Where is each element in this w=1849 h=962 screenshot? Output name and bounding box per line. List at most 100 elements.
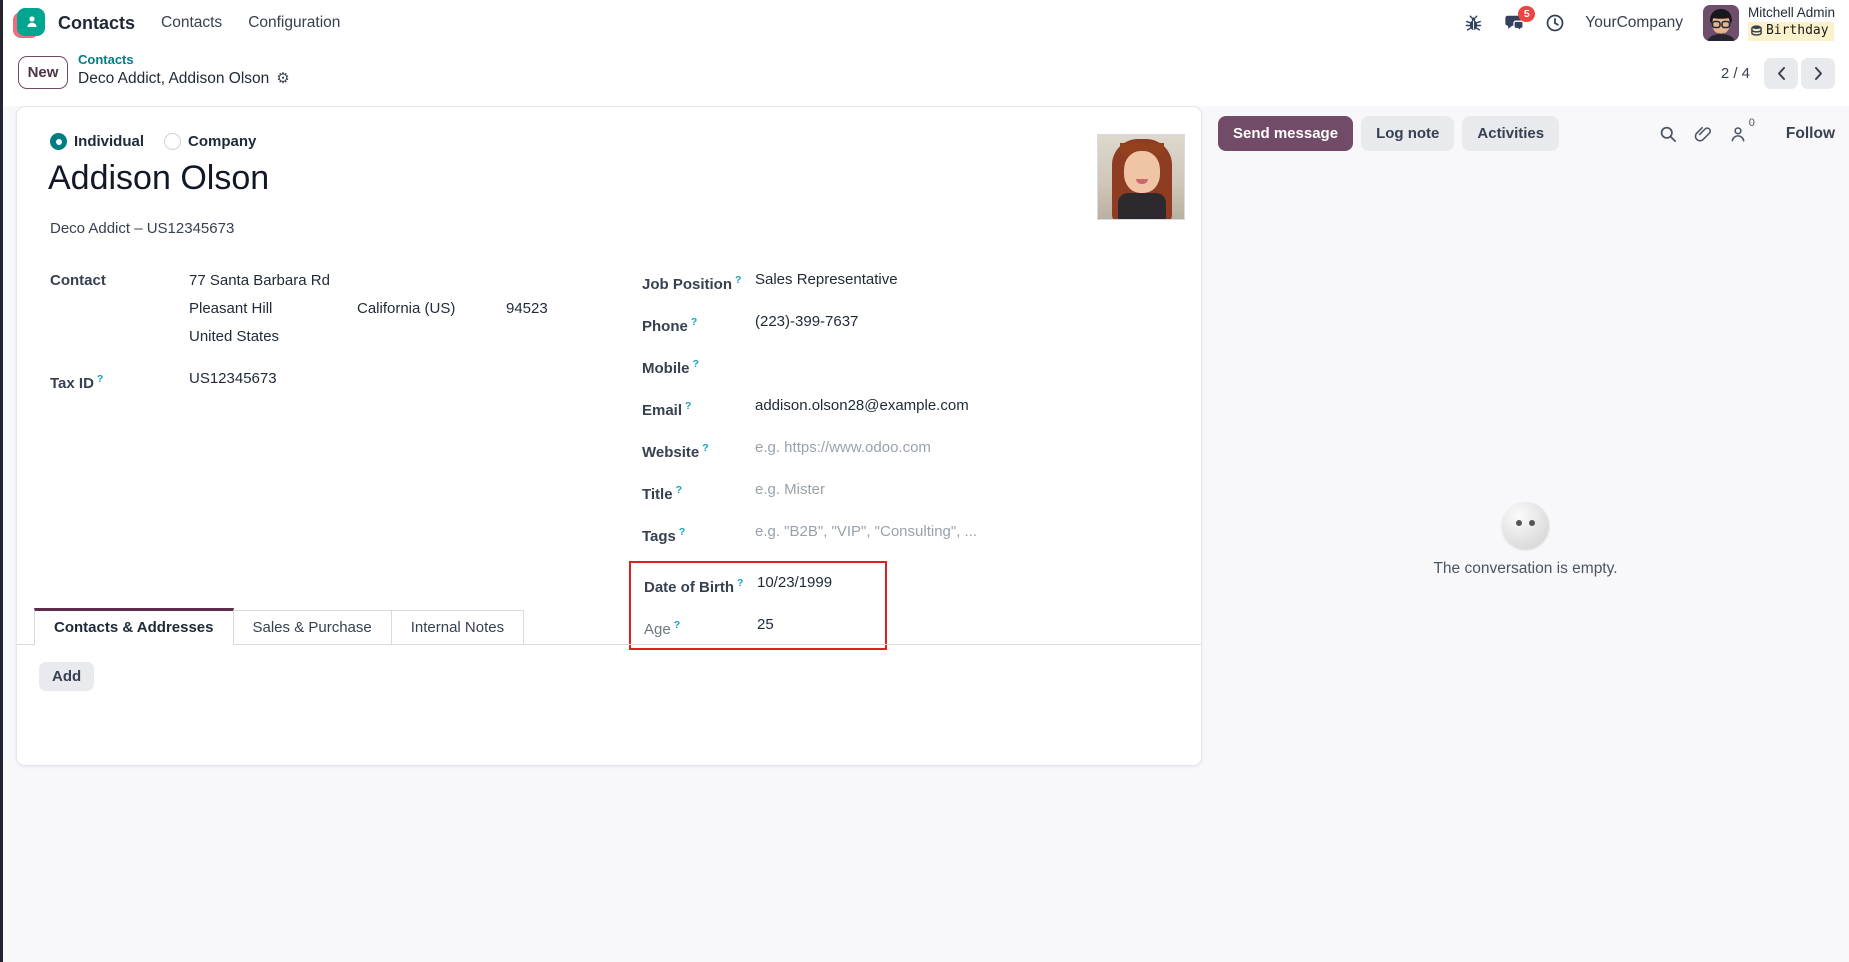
help-icon: ?: [702, 442, 709, 454]
avatar: [1702, 5, 1739, 41]
tab-sales-purchase[interactable]: Sales & Purchase: [232, 610, 392, 644]
company-type-selector: Individual Company: [50, 133, 256, 150]
highlight-annotation-box: Date of Birth? 10/23/1999 Age? 25: [629, 561, 887, 650]
control-panel: New Contacts Deco Addict, Addison Olson …: [0, 46, 1849, 106]
navbar: Contacts Contacts Configuration 5 YourCo…: [0, 0, 1849, 46]
contact-photo[interactable]: [1097, 134, 1185, 220]
add-button[interactable]: Add: [39, 662, 95, 691]
breadcrumb-contacts-link[interactable]: Contacts: [78, 52, 134, 67]
chatter-panel: Send message Log note Activities 0 Follo…: [1202, 106, 1849, 766]
address-country[interactable]: United States: [189, 328, 280, 345]
person-icon: [17, 8, 45, 36]
phone-value[interactable]: (223)-399-7637: [755, 313, 859, 330]
title-input-placeholder[interactable]: e.g. Mister: [755, 481, 826, 498]
contacts-app-icon[interactable]: [13, 8, 46, 38]
email-value[interactable]: addison.olson28@example.com: [755, 397, 969, 414]
debug-bug-icon[interactable]: [1464, 14, 1483, 33]
website-input-placeholder[interactable]: e.g. https://www.odoo.com: [755, 439, 931, 456]
gear-icon[interactable]: ⚙: [276, 70, 290, 88]
database-icon: [1751, 25, 1762, 37]
tags-label: Tags?: [642, 526, 686, 545]
email-row: Email? addison.olson28@example.com: [642, 393, 1162, 424]
radio-company[interactable]: Company: [164, 133, 256, 150]
follow-button[interactable]: Follow: [1785, 124, 1835, 142]
message-count-badge: 5: [1518, 6, 1536, 22]
help-icon: ?: [685, 400, 692, 412]
tax-id-value[interactable]: US12345673: [189, 370, 277, 387]
right-column: Job Position? Sales Representative Phone…: [629, 267, 1162, 650]
menu-configuration[interactable]: Configuration: [248, 14, 341, 31]
pager-previous-button[interactable]: [1764, 58, 1798, 89]
help-icon: ?: [690, 316, 698, 328]
job-position-label: Job Position?: [642, 274, 742, 293]
mobile-label: Mobile?: [642, 358, 699, 377]
tags-input-placeholder[interactable]: e.g. "B2B", "VIP", "Consulting", ...: [755, 523, 978, 540]
screen-left-edge: [0, 0, 3, 962]
navbar-systray: 5 YourCompany Mitchell Admin: [1464, 5, 1835, 41]
radio-company-label: Company: [188, 133, 257, 150]
address-block[interactable]: 77 Santa Barbara Rd Pleasant Hill Califo…: [189, 267, 548, 351]
user-info: Mitchell Admin Birthday: [1747, 5, 1835, 41]
phone-row: Phone? (223)-399-7637: [642, 309, 1162, 340]
empty-conversation: The conversation is empty.: [1202, 502, 1849, 578]
contact-name-field[interactable]: Addison Olson: [48, 159, 270, 197]
database-badge: Birthday: [1747, 22, 1834, 41]
contact-address-row: Contact 77 Santa Barbara Rd Pleasant Hil…: [50, 267, 642, 351]
app-brand[interactable]: Contacts: [58, 12, 136, 33]
help-icon: ?: [96, 373, 104, 385]
left-column: Contact 77 Santa Barbara Rd Pleasant Hil…: [50, 267, 642, 650]
user-menu[interactable]: Mitchell Admin Birthday: [1702, 5, 1835, 41]
website-row: Website? e.g. https://www.odoo.com: [642, 435, 1162, 466]
search-messages-icon[interactable]: [1658, 124, 1678, 144]
followers-icon[interactable]: 0: [1728, 117, 1755, 144]
job-position-value[interactable]: Sales Representative: [755, 271, 898, 288]
empty-conversation-text: The conversation is empty.: [1433, 560, 1618, 577]
attachment-paperclip-icon[interactable]: [1693, 124, 1713, 144]
chatter-icon-group: 0 Follow: [1658, 117, 1835, 144]
new-button[interactable]: New: [18, 56, 68, 89]
tab-contacts-addresses[interactable]: Contacts & Addresses: [34, 608, 234, 645]
notebook-tabs: Contacts & Addresses Sales & Purchase In…: [17, 608, 1201, 645]
age-label: Age?: [644, 619, 681, 638]
messages-icon[interactable]: 5: [1503, 6, 1536, 33]
radio-individual-label: Individual: [74, 133, 145, 150]
address-zip[interactable]: 94523: [506, 300, 548, 317]
tax-id-row: Tax ID? US12345673: [50, 365, 642, 398]
log-note-button[interactable]: Log note: [1361, 116, 1455, 151]
radio-unselected-icon: [164, 133, 182, 150]
help-icon: ?: [735, 274, 742, 286]
address-city[interactable]: Pleasant Hill: [189, 300, 273, 317]
breadcrumb-current-label: Deco Addict, Addison Olson: [78, 69, 270, 87]
mobile-row: Mobile?: [642, 351, 1162, 382]
address-street[interactable]: 77 Santa Barbara Rd: [189, 272, 330, 289]
title-row: Title? e.g. Mister: [642, 477, 1162, 508]
menu-contacts[interactable]: Contacts: [161, 14, 223, 31]
company-switcher[interactable]: YourCompany: [1585, 14, 1683, 31]
date-of-birth-row: Date of Birth? 10/23/1999: [644, 570, 885, 601]
tax-id-label: Tax ID?: [50, 373, 104, 392]
contact-label: Contact: [50, 272, 106, 289]
send-message-button[interactable]: Send message: [1218, 116, 1354, 151]
activities-button[interactable]: Activities: [1462, 116, 1560, 151]
neutral-face-icon: [1502, 502, 1549, 549]
date-of-birth-label: Date of Birth?: [644, 577, 744, 596]
chevron-left-icon: [1777, 67, 1785, 80]
radio-selected-icon: [50, 133, 67, 150]
tab-internal-notes[interactable]: Internal Notes: [390, 610, 525, 644]
parent-company-link[interactable]: Deco Addict – US12345673: [50, 220, 235, 237]
pager-next-button[interactable]: [1801, 58, 1835, 89]
address-state[interactable]: California (US): [357, 300, 456, 317]
radio-individual[interactable]: Individual: [50, 133, 144, 150]
chatter-toolbar: Send message Log note Activities 0 Follo…: [1202, 106, 1849, 151]
age-row: Age? 25: [644, 612, 885, 643]
photo-body: [1118, 193, 1166, 219]
activities-clock-icon[interactable]: [1545, 13, 1565, 33]
breadcrumb: Contacts Deco Addict, Addison Olson ⚙: [78, 52, 290, 89]
age-value: 25: [757, 616, 774, 633]
date-of-birth-value[interactable]: 10/23/1999: [757, 574, 833, 591]
chevron-right-icon: [1814, 67, 1822, 80]
tags-row: Tags? e.g. "B2B", "VIP", "Consulting", .…: [642, 519, 1162, 550]
help-icon: ?: [692, 358, 699, 370]
photo-face: [1124, 151, 1160, 193]
help-icon: ?: [675, 484, 682, 496]
